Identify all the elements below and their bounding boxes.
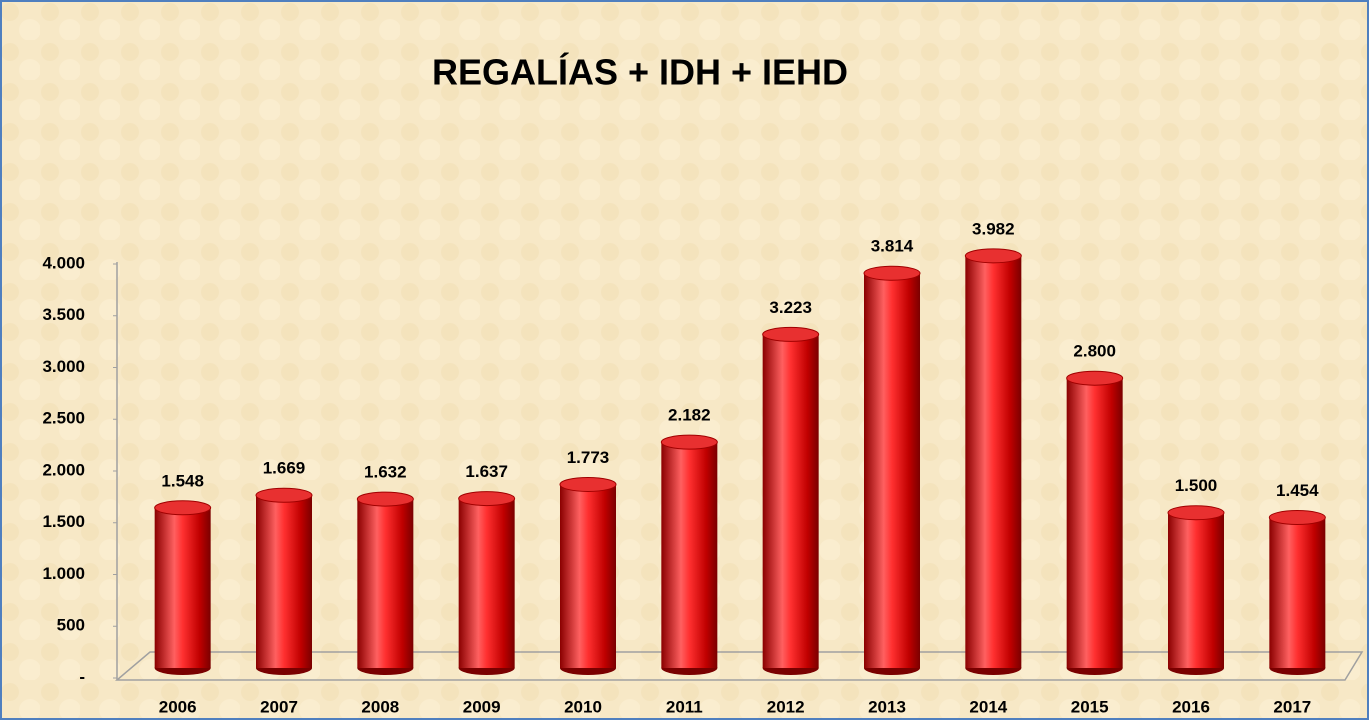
value-label: 1.669: [263, 459, 306, 478]
y-tick-label: 500: [57, 616, 85, 635]
x-tick-label: 2007: [260, 697, 298, 716]
x-tick-label: 2013: [868, 697, 906, 716]
x-tick-label: 2011: [666, 697, 703, 716]
bar: [965, 255, 1022, 668]
bar: [1269, 517, 1326, 668]
y-tick-label: 1.500: [42, 512, 85, 531]
y-tick-label: 2.000: [42, 460, 85, 479]
value-label: 1.637: [465, 462, 508, 481]
bar: [1066, 378, 1123, 668]
x-tick-label: 2010: [564, 697, 602, 716]
bar: [1168, 512, 1224, 668]
x-tick-label: 2016: [1172, 697, 1210, 716]
chart-title: REGALÍAS + IDH + IEHD: [432, 52, 848, 93]
y-tick-label: 2.500: [42, 409, 85, 428]
x-tick-label: 2009: [463, 697, 501, 716]
floor: [114, 651, 1364, 681]
x-tick-label: 2012: [767, 697, 805, 716]
y-tick-label: -: [79, 667, 85, 686]
bar: [762, 334, 819, 668]
bar-cap: [964, 248, 1022, 264]
bar-cap: [559, 476, 617, 492]
value-label: 1.500: [1175, 476, 1218, 495]
x-tick-label: 2015: [1071, 697, 1109, 716]
y-tick-label: 4.000: [42, 253, 85, 272]
bar-cap: [356, 491, 414, 507]
bar-cap: [863, 265, 921, 281]
bar: [458, 498, 515, 668]
y-tick-label: 1.000: [42, 564, 85, 583]
bar-cap: [660, 434, 718, 450]
value-label: 1.632: [364, 463, 407, 482]
value-label: 3.223: [769, 298, 812, 317]
bar: [256, 495, 312, 668]
x-tick-label: 2017: [1273, 697, 1311, 716]
value-label: 3.982: [972, 219, 1015, 238]
y-tick-label: 3.500: [42, 305, 85, 324]
bar: [864, 273, 920, 668]
value-label: 1.454: [1276, 481, 1319, 500]
bar-cap: [1167, 505, 1225, 521]
x-tick-label: 2006: [159, 697, 197, 716]
value-label: 3.814: [871, 237, 914, 256]
bar-cap: [154, 500, 212, 516]
bar-cap: [1268, 510, 1326, 526]
bar: [357, 499, 414, 668]
bar-cap: [762, 326, 820, 342]
y-tick-label: 3.000: [42, 357, 85, 376]
value-label: 2.182: [668, 406, 711, 425]
bar: [661, 442, 718, 668]
x-tick-label: 2014: [969, 697, 1007, 716]
x-tick-label: 2008: [361, 697, 399, 716]
bar: [154, 507, 211, 668]
bar-cap: [255, 487, 313, 503]
value-label: 1.773: [567, 448, 610, 467]
value-label: 1.548: [161, 471, 204, 490]
bar-cap: [458, 491, 516, 507]
bar: [560, 484, 616, 668]
value-label: 2.800: [1073, 342, 1116, 361]
bar-cap: [1066, 370, 1124, 386]
